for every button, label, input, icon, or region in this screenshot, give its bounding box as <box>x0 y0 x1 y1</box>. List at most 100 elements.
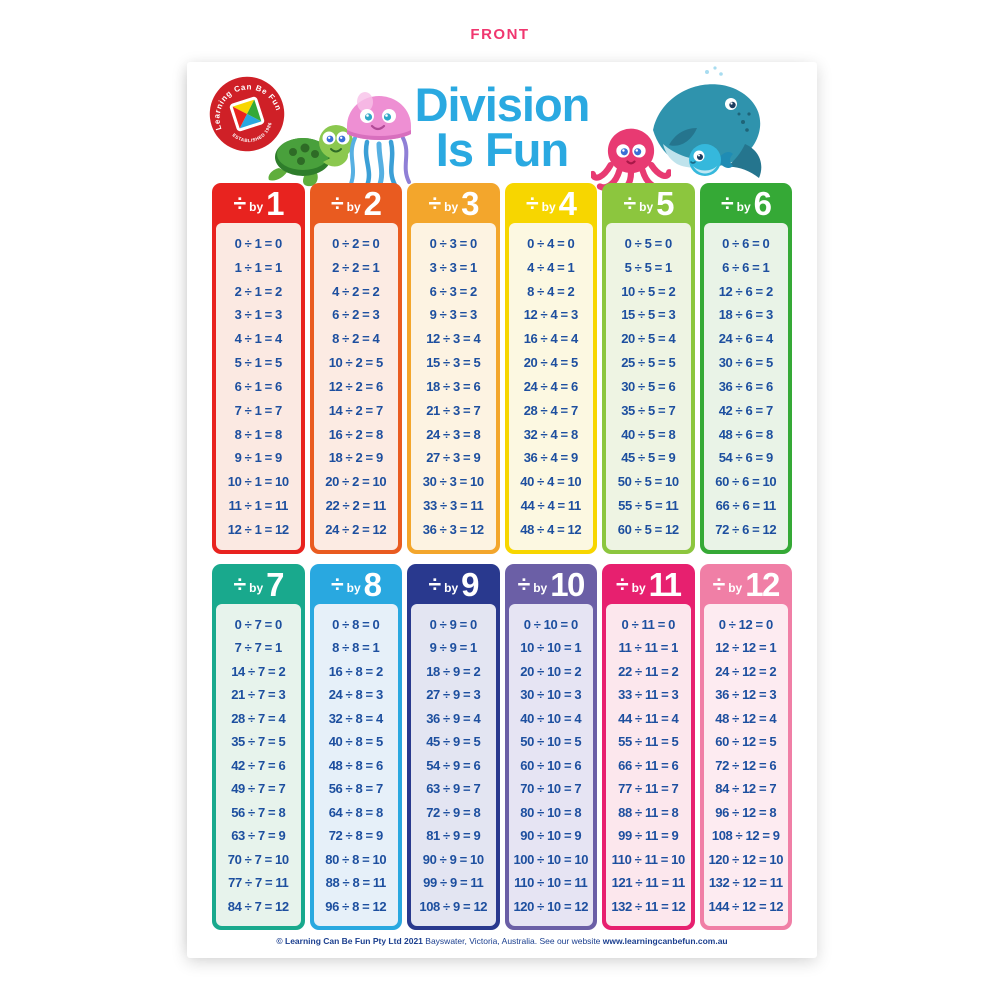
equation-row: 45 ÷ 5 = 9 <box>621 450 676 466</box>
equation-row: 10 ÷ 2 = 5 <box>328 355 384 371</box>
equation-row: 0 ÷ 2 = 0 <box>332 235 380 251</box>
divide-icon: ÷ <box>233 570 247 597</box>
equation-row: 24 ÷ 3 = 8 <box>426 426 481 442</box>
equation-row: 44 ÷ 4 = 11 <box>520 498 582 514</box>
equation-row: 7 ÷ 1 = 7 <box>234 402 283 418</box>
table-header: ÷ by 1 <box>212 183 305 223</box>
equation-row: 6 ÷ 2 = 3 <box>332 307 380 323</box>
equation-row: 9 ÷ 9 = 1 <box>429 640 478 655</box>
divide-icon: ÷ <box>517 570 531 597</box>
equation-row: 15 ÷ 3 = 5 <box>426 355 481 371</box>
equation-row: 30 ÷ 10 = 3 <box>520 687 582 702</box>
by-label: by <box>249 199 264 214</box>
by-label: by <box>728 580 743 595</box>
table-body: 0 ÷ 2 = 0 2 ÷ 2 = 1 4 ÷ 2 = 2 6 ÷ 2 = 3 8 ÷ … <box>313 223 398 550</box>
table-body: 0 ÷ 1 = 0 1 ÷ 1 = 1 2 ÷ 1 = 2 3 ÷ 1 = 3 4 ÷ … <box>216 223 301 550</box>
equation-row: 0 ÷ 6 = 0 <box>722 235 770 251</box>
divide-icon: ÷ <box>721 189 734 216</box>
equation-row: 22 ÷ 2 = 11 <box>325 498 387 514</box>
divide-icon: ÷ <box>712 570 726 597</box>
equation-row: 18 ÷ 3 = 6 <box>426 378 481 394</box>
equation-row: 0 ÷ 4 = 0 <box>527 235 575 251</box>
division-poster: Learning Can Be Fun ESTABLISHED 1986 Div… <box>187 62 817 958</box>
table-header: ÷ by 12 <box>700 564 793 604</box>
table-header: ÷ by 6 <box>700 183 793 223</box>
divisor-number: 9 <box>461 565 479 603</box>
equation-row: 9 ÷ 1 = 9 <box>234 450 283 466</box>
front-label: FRONT <box>470 26 530 43</box>
equation-row: 120 ÷ 12 = 10 <box>708 851 784 867</box>
equation-row: 56 ÷ 8 = 7 <box>328 781 384 796</box>
equation-row: 0 ÷ 5 = 0 <box>624 235 673 251</box>
equation-row: 48 ÷ 6 = 8 <box>718 426 774 442</box>
equation-row: 100 ÷ 10 = 10 <box>513 851 589 867</box>
division-table-card-10: ÷ by 10 0 ÷ 10 = 0 10 ÷ 10 = 1 20 ÷ 10 = 2 30 … <box>504 564 597 930</box>
equation-row: 96 ÷ 12 = 8 <box>715 804 777 820</box>
equation-row: 40 ÷ 10 = 4 <box>520 710 582 726</box>
equation-row: 99 ÷ 11 = 9 <box>618 828 679 843</box>
equation-row: 2 ÷ 2 = 1 <box>332 259 380 275</box>
equation-row: 0 ÷ 12 = 0 <box>718 616 774 632</box>
equation-row: 90 ÷ 9 = 10 <box>422 851 484 867</box>
equation-row: 72 ÷ 8 = 9 <box>328 828 384 843</box>
equation-row: 1 ÷ 1 = 1 <box>234 259 283 275</box>
equation-row: 3 ÷ 3 = 1 <box>429 259 478 275</box>
divide-icon: ÷ <box>331 570 344 597</box>
equation-row: 42 ÷ 6 = 7 <box>718 402 774 418</box>
divide-icon: ÷ <box>428 570 442 597</box>
equation-row: 12 ÷ 12 = 1 <box>715 640 777 655</box>
equation-row: 55 ÷ 11 = 5 <box>618 734 679 749</box>
divisor-number: 10 <box>550 565 585 603</box>
table-body: 0 ÷ 8 = 0 8 ÷ 8 = 1 16 ÷ 8 = 2 24 ÷ 8 = 3 32… <box>313 604 398 926</box>
equation-row: 20 ÷ 4 = 5 <box>523 355 579 371</box>
table-header: ÷ by 8 <box>310 564 403 604</box>
equation-row: 24 ÷ 12 = 2 <box>715 663 777 679</box>
equation-row: 27 ÷ 9 = 3 <box>426 687 481 702</box>
equation-row: 88 ÷ 8 = 11 <box>325 875 387 890</box>
equation-row: 0 ÷ 8 = 0 <box>332 616 380 632</box>
equation-row: 84 ÷ 12 = 7 <box>715 781 777 796</box>
equation-row: 27 ÷ 3 = 9 <box>426 450 481 466</box>
equation-row: 5 ÷ 1 = 5 <box>234 355 283 371</box>
table-header: ÷ by 3 <box>407 183 500 223</box>
by-label: by <box>444 199 459 214</box>
division-table-card-12: ÷ by 12 0 ÷ 12 = 0 12 ÷ 12 = 1 24 ÷ 12 = 2 36 … <box>699 564 793 930</box>
equation-row: 60 ÷ 5 = 12 <box>617 521 679 537</box>
equation-row: 49 ÷ 7 = 7 <box>231 781 286 796</box>
table-body: 0 ÷ 10 = 0 10 ÷ 10 = 1 20 ÷ 10 = 2 30 ÷ 10 … <box>508 604 593 926</box>
equation-row: 20 ÷ 5 = 4 <box>621 331 676 347</box>
table-body: 0 ÷ 6 = 0 6 ÷ 6 = 1 12 ÷ 6 = 2 18 ÷ 6 = 3 24… <box>703 223 788 550</box>
equation-row: 132 ÷ 12 = 11 <box>708 875 783 890</box>
table-body: 0 ÷ 5 = 0 5 ÷ 5 = 1 10 ÷ 5 = 2 15 ÷ 5 = 3 20… <box>606 223 691 550</box>
divisor-number: 6 <box>753 184 772 222</box>
equation-row: 16 ÷ 8 = 2 <box>328 663 384 679</box>
equation-row: 77 ÷ 11 = 7 <box>618 781 679 796</box>
learning-can-be-fun-logo: Learning Can Be Fun ESTABLISHED 1986 <box>203 73 285 152</box>
equation-row: 66 ÷ 11 = 6 <box>618 757 679 773</box>
equation-row: 48 ÷ 4 = 12 <box>520 521 582 537</box>
equation-row: 6 ÷ 6 = 1 <box>722 259 770 275</box>
equation-row: 120 ÷ 10 = 12 <box>513 898 589 914</box>
by-label: by <box>541 199 556 214</box>
divide-icon: ÷ <box>233 189 247 216</box>
division-table-card-1: ÷ by 1 0 ÷ 1 = 0 1 ÷ 1 = 1 2 ÷ 1 = 2 3 ÷ 1 = 3… <box>212 183 305 554</box>
equation-row: 0 ÷ 7 = 0 <box>234 616 283 632</box>
equation-row: 72 ÷ 9 = 8 <box>426 804 481 820</box>
divisor-number: 7 <box>266 565 284 603</box>
table-body: 0 ÷ 7 = 0 7 ÷ 7 = 1 14 ÷ 7 = 2 21 ÷ 7 = 3 28… <box>216 604 301 926</box>
equation-row: 12 ÷ 2 = 6 <box>328 378 384 394</box>
equation-row: 60 ÷ 12 = 5 <box>715 734 777 749</box>
equation-row: 45 ÷ 9 = 5 <box>426 734 481 749</box>
equation-row: 50 ÷ 5 = 10 <box>617 474 679 490</box>
poster-footer: © Learning Can Be Fun Pty Ltd 2021 Baysw… <box>187 936 817 946</box>
table-header: ÷ by 4 <box>505 183 598 223</box>
equation-row: 36 ÷ 12 = 3 <box>715 687 777 702</box>
equation-row: 21 ÷ 7 = 3 <box>231 687 286 702</box>
equation-row: 121 ÷ 11 = 11 <box>611 875 686 890</box>
equation-row: 28 ÷ 4 = 7 <box>523 402 579 418</box>
equation-row: 144 ÷ 12 = 12 <box>708 898 784 914</box>
equation-row: 16 ÷ 4 = 4 <box>523 331 579 347</box>
by-label: by <box>639 199 654 214</box>
equation-row: 55 ÷ 5 = 11 <box>618 498 679 514</box>
